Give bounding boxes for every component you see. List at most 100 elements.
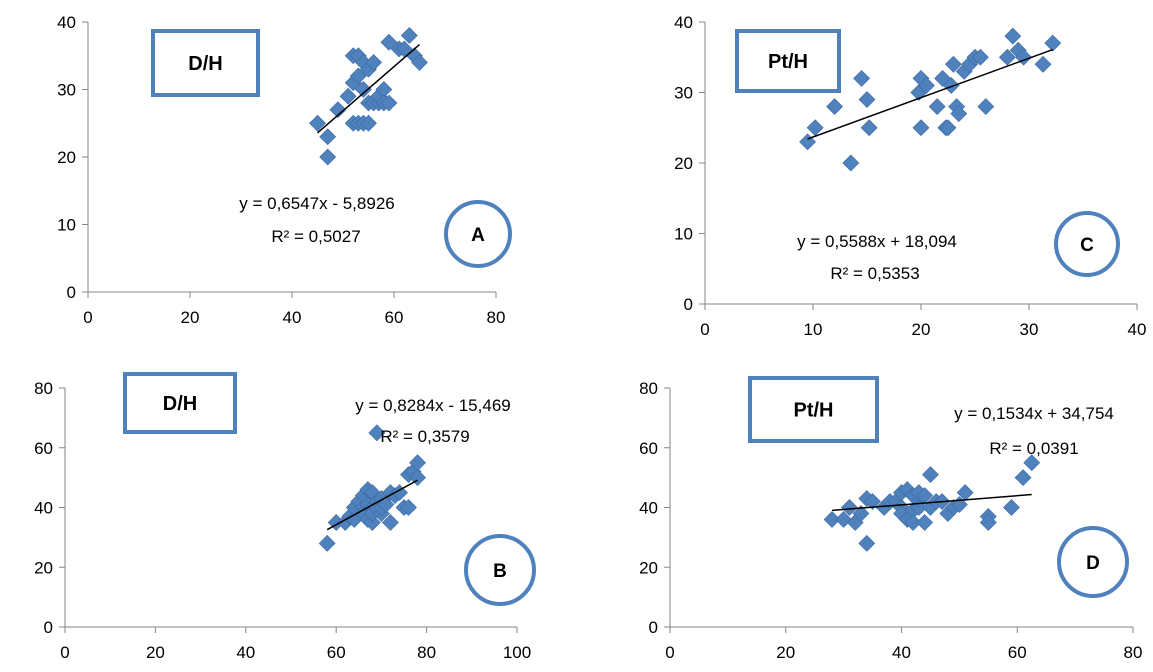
panel-a-data-point	[319, 148, 337, 166]
panel-d-data-point	[904, 514, 922, 531]
panel-c-data-point	[1044, 34, 1062, 52]
panel-d-y-tick-label: 40	[639, 499, 658, 518]
panel-c-data-point	[860, 119, 878, 137]
panel-a-letter-circle	[444, 200, 512, 268]
panel-c-y-tick-label: 10	[674, 225, 693, 244]
panel-b-y-tick-label: 20	[34, 558, 53, 577]
panel-c-letter-circle	[1054, 211, 1120, 277]
panel-d-x-tick-label: 60	[1008, 643, 1027, 662]
panel-d-x-tick-label: 20	[776, 643, 795, 662]
panel-b-data-point	[368, 424, 386, 442]
panel-c-data-point	[917, 77, 935, 94]
panel-a-data-point	[400, 27, 418, 44]
panel-a-data-point	[411, 54, 428, 71]
panel-d-letter: D	[1086, 553, 1100, 574]
panel-a-r-squared: R² = 0,5027	[271, 227, 360, 246]
panel-d-data-point	[1014, 469, 1032, 487]
panel-b-data-point	[318, 534, 336, 552]
panel-a-x-tick-label: 60	[385, 308, 404, 327]
panel-c-y-tick-label: 40	[674, 13, 693, 32]
panel-c-y-tick-label: 0	[684, 295, 693, 314]
panel-c-data-point	[998, 48, 1016, 66]
panel-c-data-point	[912, 119, 930, 137]
panel-d-data-point	[922, 466, 939, 484]
panel-c-x-tick-label: 40	[1128, 320, 1147, 339]
panel-b-letter-circle	[464, 534, 536, 606]
panel-c: 0 10 20 30 40 0 10 20 30 40 y = 0,5588x + 18,094 R²…	[674, 13, 1146, 339]
panel-a-label-text: D/H	[188, 53, 222, 75]
panel-d-letter-circle	[1057, 526, 1129, 598]
panel-c-y-tick-label: 20	[674, 154, 693, 173]
panel-a-data-point	[380, 33, 398, 51]
panel-c-data-point	[826, 98, 844, 116]
panel-d-data-point	[835, 511, 853, 528]
panel-c-data-point	[1034, 55, 1052, 73]
panel-d-x-tick-label: 40	[892, 643, 911, 662]
panel-d-data-point	[852, 505, 870, 522]
panel-c-data-point	[944, 55, 962, 73]
panel-b-data-point	[382, 514, 399, 531]
panel-a-equation: y = 0,6547x - 5,8926	[239, 194, 394, 213]
panel-a-data-point	[329, 101, 347, 119]
panel-a-y-tick-label: 30	[57, 81, 76, 100]
panel-a-data-point	[319, 128, 337, 146]
panel-b-y-tick-label: 0	[44, 618, 53, 637]
panel-c-data-point	[939, 119, 957, 137]
panel-b-trend-line	[326, 479, 418, 531]
panel-d-label-text: Pt/H	[794, 400, 834, 422]
panel-a-data-point	[380, 94, 398, 112]
panel-a-trend-line	[317, 43, 420, 134]
panel-a-y-tick-label: 0	[67, 283, 76, 302]
panel-c-x-tick-label: 20	[912, 320, 931, 339]
panel-c-data-point	[842, 154, 860, 172]
panel-b-label-text: D/H	[163, 393, 197, 415]
panel-c-x-tick-label: 30	[1020, 320, 1039, 339]
panel-d-y-tick-label: 60	[639, 439, 658, 458]
panel-b-y-tick-label: 80	[34, 379, 53, 398]
panel-b-data-point	[409, 454, 426, 472]
panel-c-y-tick-label: 30	[674, 84, 693, 103]
panel-d-data-point	[1003, 499, 1020, 516]
panel-d-data-point	[1023, 454, 1041, 472]
panel-b-data-point	[400, 499, 417, 516]
panel-d-data-point	[956, 484, 974, 501]
panel-c-x-tick-label: 0	[700, 320, 709, 339]
panel-c-data-point	[928, 98, 946, 116]
panel-c-data-point	[977, 98, 995, 116]
panel-b-x-tick-label: 20	[146, 643, 165, 662]
panel-d: 0 20 40 60 80 0 20 40 60 80 y = 0,1534x + 34,754 R²…	[639, 376, 1143, 662]
panel-c-data-point	[1004, 27, 1022, 45]
panel-c-data-point	[858, 91, 876, 108]
panel-d-y-tick-label: 20	[639, 558, 658, 577]
panel-b-x-tick-label: 0	[60, 643, 69, 662]
panel-b-x-tick-label: 80	[417, 643, 436, 662]
panel-d-data-point	[858, 534, 876, 552]
panel-c-data-point	[971, 48, 989, 66]
panel-b-label-box	[123, 372, 237, 434]
panel-a-letter: A	[471, 225, 485, 246]
panel-d-y-tick-label: 80	[639, 379, 658, 398]
panel-a-label-box	[151, 29, 260, 97]
panel-d-data-point	[864, 493, 881, 510]
panel-c-data-point	[806, 119, 824, 137]
panel-a-y-tick-label: 20	[57, 148, 76, 167]
panel-d-data-point	[840, 499, 858, 516]
panel-c-data-point	[942, 77, 960, 94]
panel-d-label-box	[748, 376, 879, 443]
panel-d-data-point	[916, 514, 934, 531]
panel-a-x-tick-label: 80	[487, 308, 506, 327]
panel-b-x-tick-label: 60	[327, 643, 346, 662]
panel-a-data-point	[349, 67, 367, 85]
panel-c-r-squared: R² = 0,5353	[830, 264, 919, 283]
panel-b-x-tick-label: 100	[503, 643, 531, 662]
panel-b-y-tick-label: 60	[34, 439, 53, 458]
panel-d-trend-line	[831, 493, 1032, 512]
panel-b-x-tick-label: 40	[236, 643, 255, 662]
panel-a-data-point	[354, 81, 372, 98]
panel-a-data-point	[339, 87, 357, 105]
panel-d-equation: y = 0,1534x + 34,754	[954, 404, 1114, 423]
panel-c-x-tick-label: 10	[804, 320, 823, 339]
panel-c-trend-line	[807, 48, 1054, 140]
panel-d-x-tick-label: 80	[1124, 643, 1143, 662]
